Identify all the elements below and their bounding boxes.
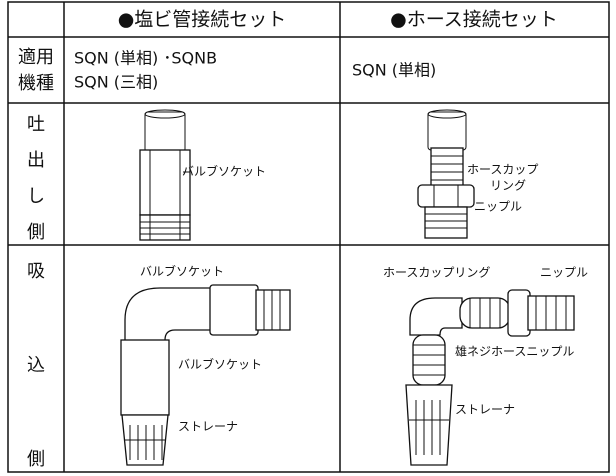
row-label: 吸 [27,261,45,282]
hose-discharge-drawing [417,109,475,239]
row-label: 側 [27,222,45,243]
pvc-discharge-drawing [139,109,191,241]
row-label: 込 [27,355,45,376]
row-label: 適用 [18,47,54,68]
row-label: 側 [27,449,45,470]
header: ●ホース接続セット [390,9,558,31]
part-label: ニップル [540,266,588,280]
cell: SQN (単相) [352,61,436,80]
cell: SQN (単相) ･SQNB [74,49,217,68]
part-label: バルブソケット [140,264,224,279]
part-label: ストレーナ [455,403,515,417]
pvc-suction-drawing [120,284,291,466]
header: ●塩ビ管接続セット [118,9,287,31]
row-label: し [27,186,45,207]
row-label: 出 [27,150,45,171]
hose-suction-drawing [405,289,575,466]
part-label: ニップル [474,200,522,214]
part-label: ホースカップリング [383,266,490,280]
cell: SQN (三相) [74,73,158,92]
row-label: 吐 [27,114,45,135]
part-label: ストレーナ [178,420,238,434]
part-label: ホースカップ [467,163,538,177]
part-label: リング [490,179,526,193]
grid [7,1,610,473]
part-label: バルブソケット [182,164,266,179]
row-label: 機種 [18,73,54,94]
part-label: 雄ネジホースニップル [455,344,574,359]
part-label: バルブソケット [178,357,262,372]
